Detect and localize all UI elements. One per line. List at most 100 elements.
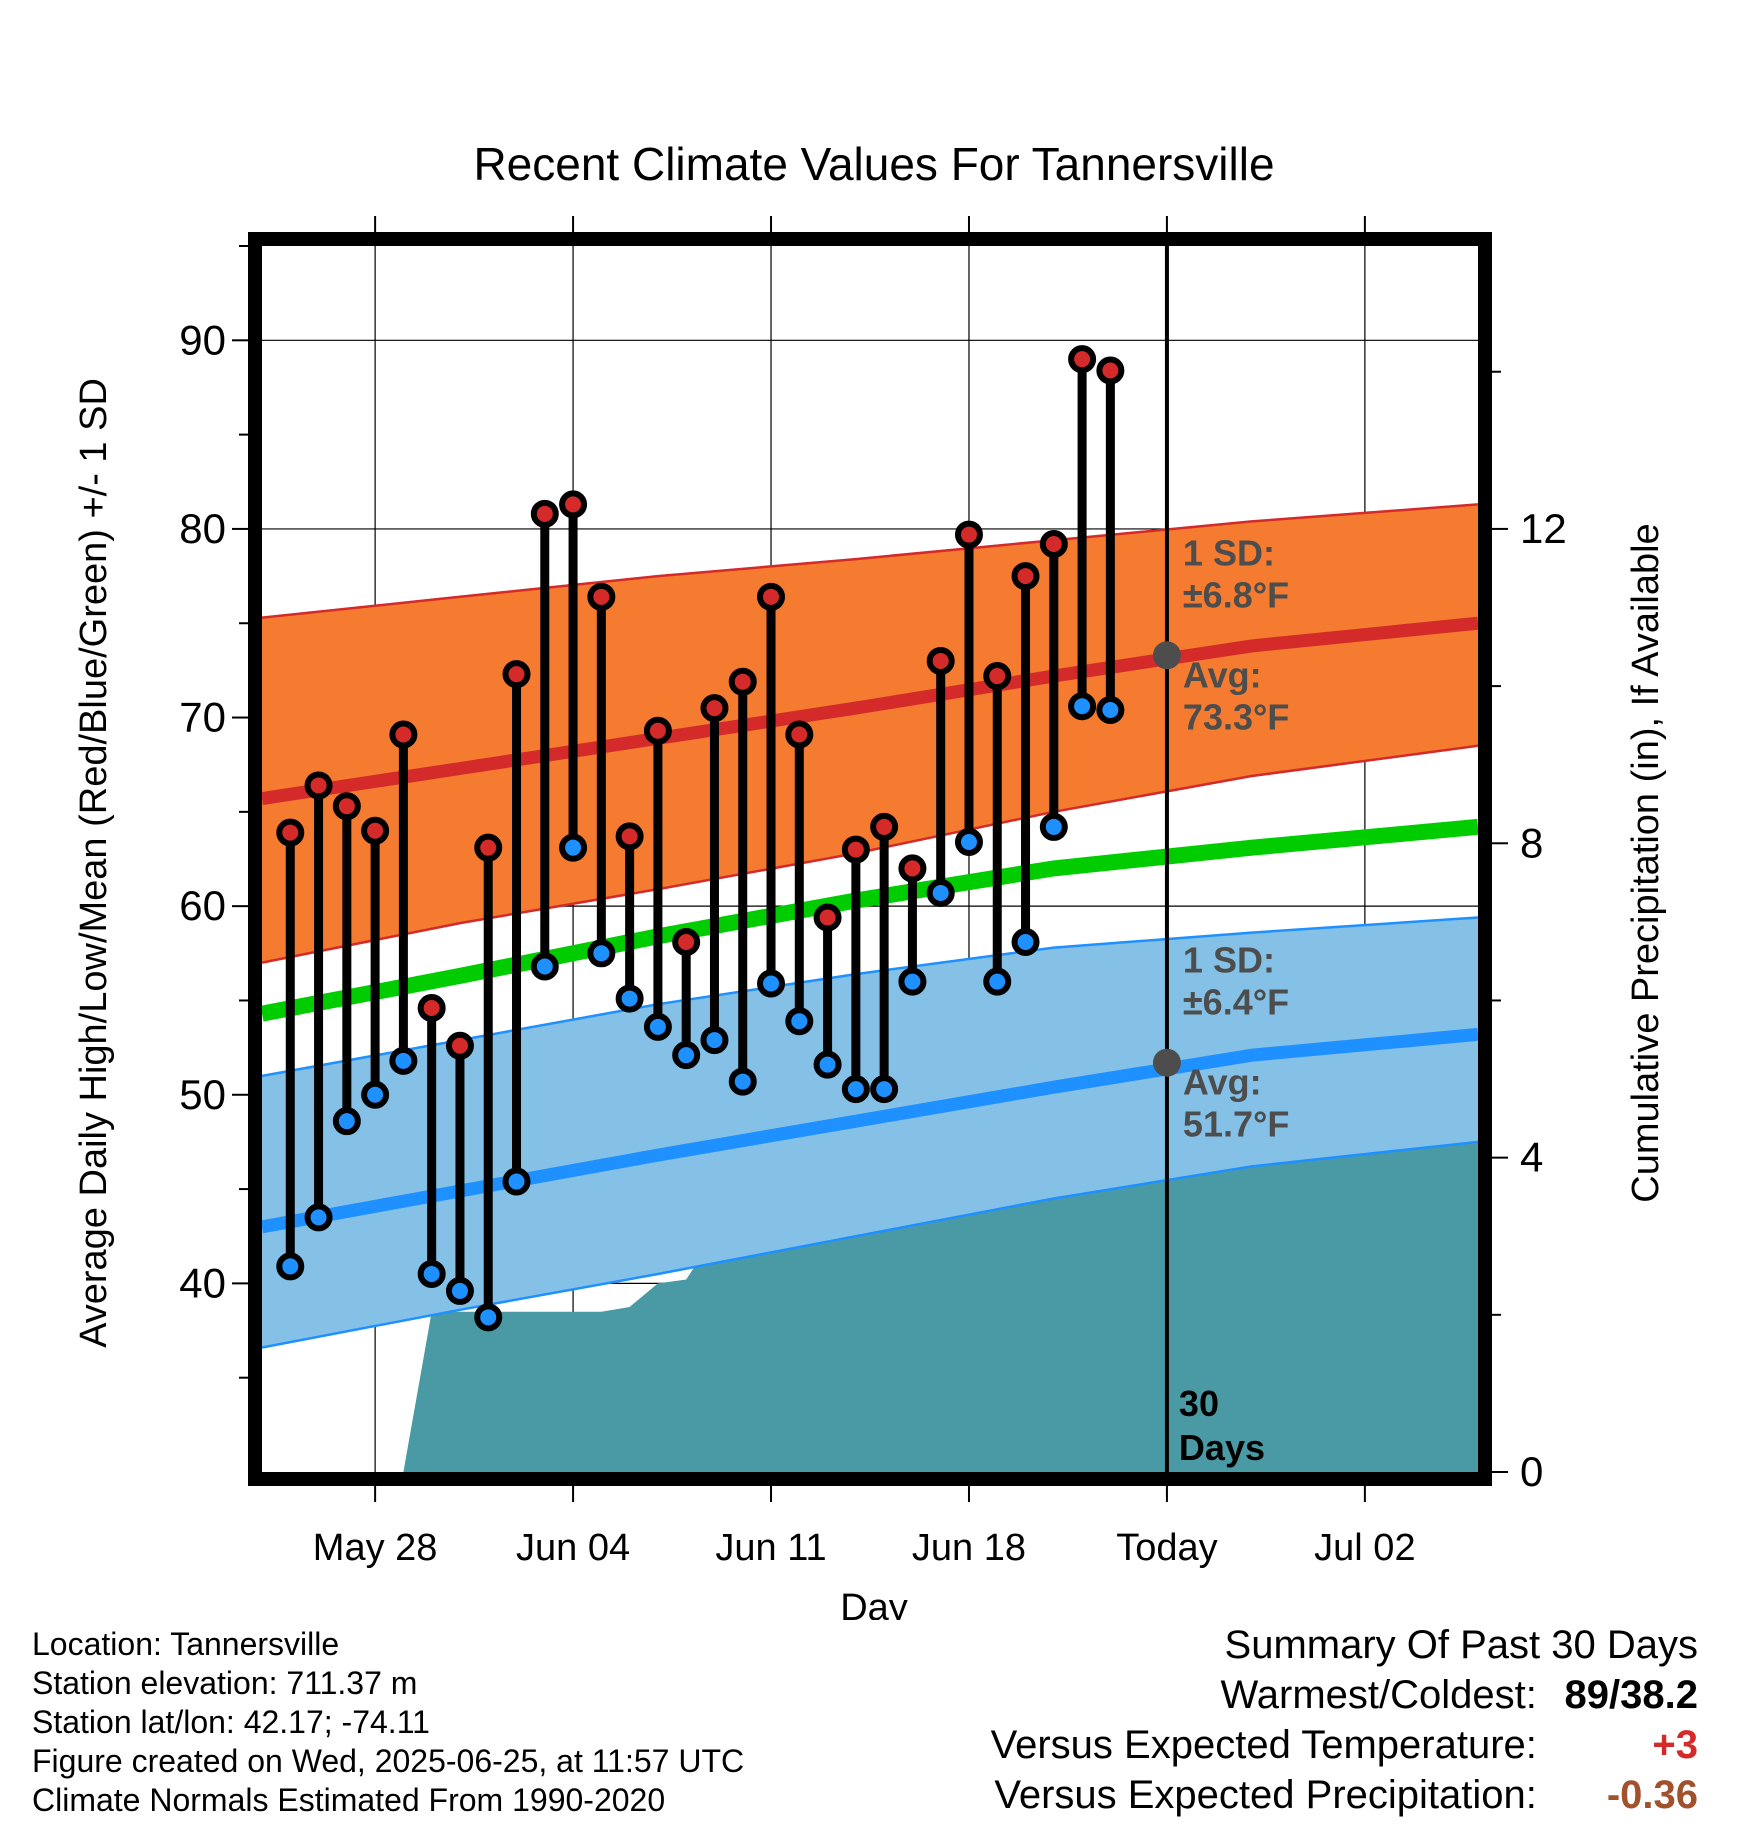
daily-low-point [1068, 692, 1097, 721]
low-avg-value: 51.7°F [1183, 1104, 1289, 1145]
today-days-label: Days [1179, 1427, 1265, 1468]
warmest-value: 89/38.2 [1564, 1673, 1698, 1717]
precip-value: -0.36 [1606, 1773, 1698, 1817]
daily-low-point [445, 1276, 474, 1305]
plot-frame [248, 232, 1492, 1486]
high-sd-label: 1 SD: [1183, 532, 1275, 573]
y2-tick-label: 8 [1520, 819, 1543, 866]
low-sd-band [262, 917, 1478, 1348]
y-tick-label: 40 [179, 1259, 226, 1306]
daily-low-point [983, 967, 1012, 996]
today-days-label: 30 [1179, 1383, 1219, 1424]
y-tick-label: 90 [179, 316, 226, 363]
daily-low-point [615, 984, 644, 1013]
daily-high-point [813, 903, 842, 932]
daily-high-point [474, 833, 503, 862]
daily-low-point [276, 1252, 305, 1281]
daily-low-point [870, 1075, 899, 1104]
normal-high-line [262, 616, 1478, 806]
latlon-text: Station lat/lon: 42.17; -74.11 [32, 1704, 430, 1740]
daily-low-point [1096, 695, 1125, 724]
temp-value: +3 [1652, 1723, 1698, 1767]
x-tick-label: Jun 11 [715, 1527, 826, 1569]
daily-high-point [417, 994, 446, 1023]
location-text: Location: Tannersville [32, 1626, 340, 1662]
daily-low-point [361, 1080, 390, 1109]
daily-high-point [785, 720, 814, 749]
daily-high-point [276, 818, 305, 847]
daily-high-point [502, 660, 531, 689]
daily-high-point [361, 816, 390, 845]
low-avg-marker [1152, 1048, 1181, 1077]
daily-low-point [813, 1050, 842, 1079]
precip-label: Versus Expected Precipitation: [994, 1773, 1537, 1817]
daily-high-point [926, 646, 955, 675]
daily-high-point [672, 927, 701, 956]
y2-axis-label: Cumulative Precipitation (in), If Availa… [1625, 523, 1667, 1202]
daily-high-point [898, 854, 927, 883]
high-upper-line [262, 503, 1478, 619]
daily-low-point [304, 1203, 333, 1232]
daily-high-point [1096, 356, 1125, 385]
x-tick-label: Jun 18 [912, 1527, 1026, 1569]
daily-low-point [926, 878, 955, 907]
chart-title: Recent Climate Values For Tannersville [473, 138, 1274, 190]
y-tick-label: 60 [179, 882, 226, 929]
daily-high-point [530, 499, 559, 528]
y-tick-label: 50 [179, 1071, 226, 1118]
normals-text: Climate Normals Estimated From 1990-2020 [32, 1782, 666, 1818]
y2-tick-label: 12 [1520, 505, 1567, 552]
daily-low-point [841, 1075, 870, 1104]
daily-high-point [445, 1031, 474, 1060]
y2-tick-label: 4 [1520, 1134, 1543, 1181]
daily-high-point [757, 582, 786, 611]
x-tick-label: May 28 [313, 1527, 438, 1569]
summary-panel: Summary Of Past 30 Days Warmest/Coldest:… [991, 1620, 1698, 1820]
daily-low-point [643, 1012, 672, 1041]
elevation-text: Station elevation: 711.37 m [32, 1665, 418, 1701]
daily-high-point [643, 716, 672, 745]
daily-low-point [417, 1259, 446, 1288]
daily-low-point [672, 1041, 701, 1070]
high-avg-value: 73.3°F [1183, 696, 1289, 737]
daily-low-point [785, 1007, 814, 1036]
warmest-label: Warmest/Coldest: [1220, 1673, 1537, 1717]
daily-low-point [587, 939, 616, 968]
precipitation-area [403, 1106, 1478, 1472]
daily-high-point [728, 667, 757, 696]
daily-low-point [389, 1046, 418, 1075]
high-avg-label: Avg: [1183, 654, 1262, 695]
daily-low-point [954, 828, 983, 857]
y-axis-label: Average Daily High/Low/Mean (Red/Blue/Gr… [73, 378, 115, 1348]
x-axis-label: Day [840, 1587, 908, 1620]
daily-high-point [615, 822, 644, 851]
daily-high-point [870, 812, 899, 841]
daily-high-point [559, 490, 588, 519]
summary-temp-row: Versus Expected Temperature: +3 [991, 1720, 1698, 1770]
daily-high-point [1039, 530, 1068, 559]
daily-high-point [700, 694, 729, 723]
daily-low-point [898, 967, 927, 996]
daily-high-point [587, 582, 616, 611]
daily-high-point [954, 520, 983, 549]
low-lower-line [262, 1140, 1478, 1349]
y-tick-label: 70 [179, 694, 226, 741]
high-sd-value: ±6.8°F [1183, 574, 1289, 615]
low-sd-value: ±6.4°F [1183, 982, 1289, 1023]
summary-title: Summary Of Past 30 Days [1224, 1623, 1698, 1667]
x-tick-label: Jun 04 [516, 1527, 630, 1569]
daily-high-point [1068, 345, 1097, 374]
created-text: Figure created on Wed, 2025-06-25, at 11… [32, 1743, 745, 1779]
daily-high-point [389, 720, 418, 749]
daily-low-point [1011, 927, 1040, 956]
daily-low-point [559, 833, 588, 862]
summary-precip-row: Versus Expected Precipitation: -0.36 [991, 1770, 1698, 1820]
x-tick-label: Jul 02 [1314, 1527, 1415, 1569]
daily-low-point [757, 969, 786, 998]
x-tick-label: Today [1116, 1527, 1217, 1569]
daily-low-point [1039, 812, 1068, 841]
daily-low-point [700, 1026, 729, 1055]
daily-high-point [983, 662, 1012, 691]
daily-low-point [474, 1303, 503, 1332]
